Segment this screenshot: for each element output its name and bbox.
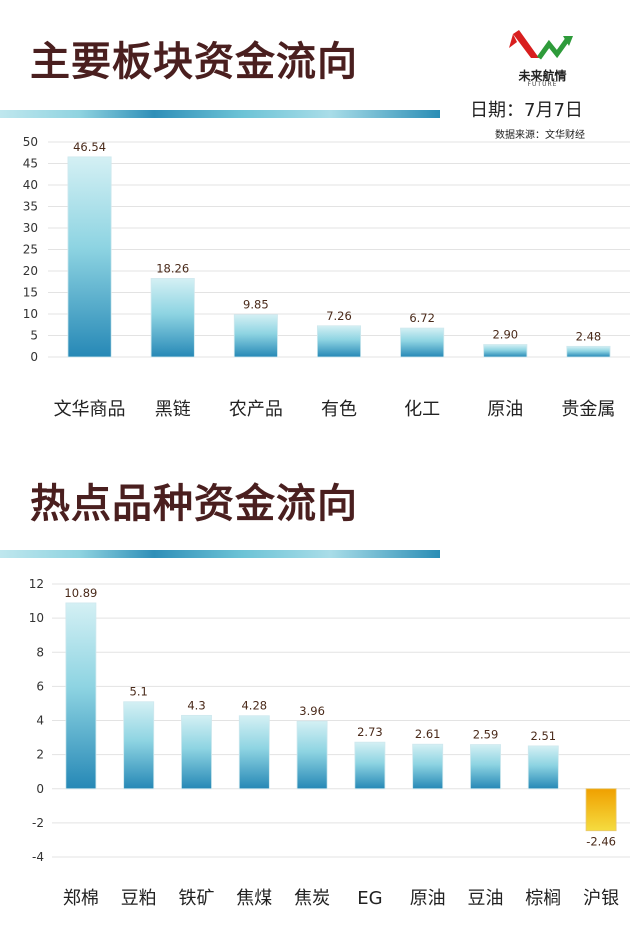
bar-value-label: 2.73 — [357, 725, 383, 739]
y-tick-label: 0 — [36, 782, 44, 796]
bar — [316, 325, 362, 358]
category-label: 豆油 — [468, 888, 504, 909]
y-tick-label: 5 — [30, 329, 38, 343]
y-tick-label: -4 — [32, 850, 44, 864]
y-tick-label: 10 — [29, 611, 44, 625]
y-tick-label: 10 — [23, 307, 38, 321]
data-source: 数据来源：文华财经 — [495, 130, 585, 141]
bar — [67, 156, 112, 358]
bar-value-label: 9.85 — [243, 298, 269, 312]
bar — [296, 720, 328, 790]
y-tick-label: 0 — [30, 350, 38, 364]
bar-value-label: 4.3 — [187, 698, 205, 712]
category-label: 焦炭 — [294, 888, 330, 909]
date-label: 日期：7月7日 — [470, 100, 583, 121]
bar — [412, 743, 444, 790]
bar-value-label: -2.46 — [586, 835, 616, 849]
title-stripe-1 — [0, 110, 440, 118]
chart1-sector-fund-flow: 0 5 10 15 20 25 30 35 40 45 50 46.54 文华商品 18.26 黑链 9.85… — [23, 135, 630, 420]
bar-value-label: 46.54 — [73, 140, 106, 154]
category-label: 铁矿 — [179, 888, 215, 909]
bar-value-label: 2.51 — [530, 729, 556, 743]
bar-value-label: 2.90 — [492, 328, 518, 342]
bar-value-label: 2.59 — [473, 728, 499, 742]
bar — [585, 788, 617, 832]
category-label: 有色 — [321, 399, 357, 420]
y-tick-label: 30 — [23, 221, 38, 235]
bar-value-label: 7.26 — [326, 309, 352, 323]
logo-text: 未来航情 — [518, 69, 567, 83]
y-tick-label: 15 — [23, 286, 38, 300]
y-tick-label: 25 — [23, 243, 38, 257]
chart1-title: 主要板块资金流向 — [30, 39, 358, 85]
category-label: 农产品 — [229, 399, 283, 420]
bar — [233, 314, 278, 358]
bar — [150, 278, 195, 358]
title-stripe-2 — [0, 550, 440, 558]
logo-subtext: FUTURE — [527, 81, 558, 88]
bar-value-label: 5.1 — [130, 685, 148, 699]
future-logo-icon — [509, 30, 573, 60]
bar-value-label: 6.72 — [409, 311, 435, 325]
bar-value-label: 3.96 — [299, 704, 325, 718]
y-tick-label: 50 — [23, 135, 38, 149]
bar — [181, 714, 212, 790]
category-label: EG — [357, 888, 382, 909]
bar — [65, 602, 97, 790]
bar-value-label: 4.28 — [241, 699, 267, 713]
y-tick-label: 20 — [23, 264, 38, 278]
bar — [123, 701, 155, 790]
bar-value-label: 2.48 — [576, 329, 602, 343]
bar — [400, 327, 445, 358]
chart2-title: 热点品种资金流向 — [30, 481, 358, 527]
category-label: 黑链 — [155, 399, 191, 420]
y-tick-label: -2 — [32, 816, 44, 830]
y-tick-label: 12 — [29, 577, 44, 591]
y-tick-label: 6 — [36, 679, 44, 693]
bar — [566, 345, 611, 358]
bar — [483, 344, 528, 358]
category-label: 原油 — [487, 399, 523, 420]
y-tick-label: 2 — [36, 748, 44, 762]
bar — [238, 715, 270, 790]
chart2-hot-commodity-fund-flow: -4 -2 0 2 4 6 8 10 12 10.89 郑棉 5.1 豆粕 4.3 铁矿 4.28 焦煤 3.96… — [29, 577, 630, 909]
y-tick-label: 8 — [36, 645, 44, 659]
category-label: 沪银 — [583, 888, 619, 909]
category-label: 豆粕 — [121, 888, 157, 909]
bar-value-label: 10.89 — [64, 586, 97, 600]
bar — [354, 741, 386, 790]
bar-value-label: 18.26 — [156, 261, 189, 275]
bar — [527, 745, 559, 790]
y-tick-label: 4 — [36, 714, 44, 728]
category-label: 贵金属 — [561, 399, 615, 420]
y-tick-label: 35 — [23, 200, 38, 214]
category-label: 原油 — [410, 888, 446, 909]
category-label: 化工 — [404, 399, 440, 420]
bar-value-label: 2.61 — [415, 727, 441, 741]
bar — [470, 744, 501, 790]
y-tick-label: 45 — [23, 157, 38, 171]
y-tick-label: 40 — [23, 178, 38, 192]
category-label: 焦煤 — [236, 888, 272, 909]
category-label: 文华商品 — [54, 399, 126, 420]
category-label: 棕榈 — [525, 888, 561, 909]
category-label: 郑棉 — [63, 888, 99, 909]
